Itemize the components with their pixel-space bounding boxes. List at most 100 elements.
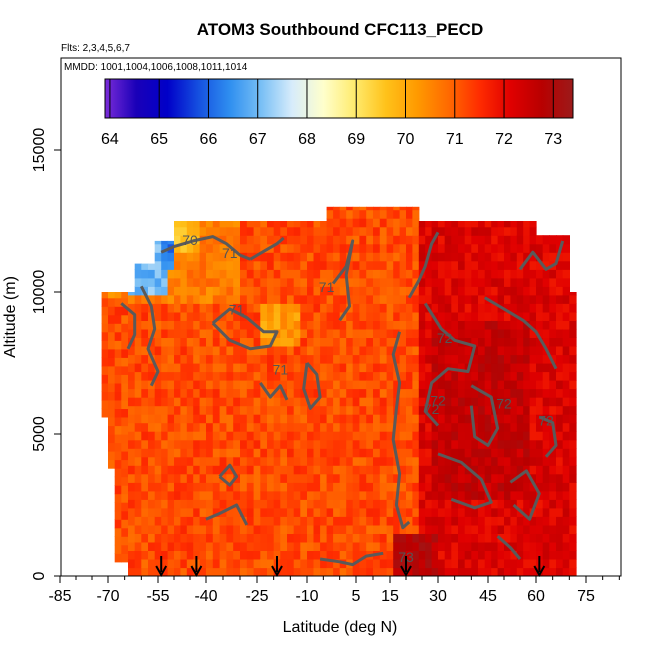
heatmap-cell <box>206 235 214 245</box>
heatmap-cell <box>352 209 360 219</box>
heatmap-cell <box>273 252 281 262</box>
heatmap-cell <box>418 550 426 560</box>
heatmap-cell <box>180 567 188 576</box>
heatmap-cell <box>161 269 169 279</box>
heatmap-cell <box>438 422 446 432</box>
heatmap-cell <box>393 533 401 543</box>
heatmap-cell <box>562 252 570 262</box>
heatmap-cell <box>260 507 268 517</box>
heatmap-cell <box>556 303 564 313</box>
heatmap-cell <box>180 473 188 483</box>
heatmap-cell <box>484 286 492 296</box>
heatmap-cell <box>174 354 181 364</box>
heatmap-cell <box>478 414 486 424</box>
heatmap-cell <box>167 448 175 458</box>
heatmap-cell <box>458 524 466 534</box>
heatmap-cell <box>444 286 452 296</box>
heatmap-cell <box>556 507 564 517</box>
heatmap-cell <box>233 320 241 330</box>
colorbar-tick-label: 70 <box>397 131 415 148</box>
heatmap-cell <box>141 482 149 492</box>
heatmap-cell <box>167 397 175 407</box>
heatmap-cell <box>504 431 511 441</box>
heatmap-cell <box>549 363 557 373</box>
heatmap-cell <box>523 286 531 296</box>
heatmap-cell <box>438 294 446 304</box>
heatmap-cell <box>253 226 261 236</box>
heatmap-cell <box>366 448 374 458</box>
heatmap-cell <box>339 269 347 279</box>
heatmap-cell <box>154 346 162 356</box>
heatmap-cell <box>516 516 524 526</box>
heatmap-cell <box>287 533 295 543</box>
heatmap-cell <box>333 226 341 236</box>
heatmap-cell <box>199 559 207 569</box>
heatmap-cell <box>549 533 557 543</box>
heatmap-cell <box>246 473 255 483</box>
heatmap-cell <box>307 380 315 390</box>
heatmap-cell <box>346 541 354 551</box>
heatmap-cell <box>458 277 466 287</box>
heatmap-cell <box>226 221 234 228</box>
heatmap-cell <box>280 533 288 543</box>
heatmap-cell <box>219 397 227 407</box>
heatmap-cell <box>154 243 162 253</box>
heatmap-cell <box>134 541 142 551</box>
heatmap-cell <box>510 405 518 415</box>
heatmap-cell <box>174 473 181 483</box>
heatmap-cell <box>326 286 334 296</box>
heatmap-cell <box>504 550 511 560</box>
heatmap-cell <box>542 567 550 576</box>
heatmap-cell <box>386 559 394 569</box>
heatmap-cell <box>233 294 241 304</box>
heatmap-cell <box>293 550 301 560</box>
heatmap-cell <box>491 482 499 492</box>
heatmap-cell <box>569 397 577 407</box>
heatmap-cell <box>267 346 275 356</box>
heatmap-cell <box>464 405 472 415</box>
heatmap-cell <box>212 541 221 551</box>
heatmap-cell <box>379 218 388 228</box>
heatmap-cell <box>529 294 537 304</box>
heatmap-cell <box>293 490 301 500</box>
heatmap-cell <box>510 422 518 432</box>
heatmap-cell <box>425 499 433 509</box>
heatmap-cell <box>240 294 248 304</box>
heatmap-cell <box>346 422 354 432</box>
heatmap-cell <box>523 524 531 534</box>
heatmap-cell <box>451 541 459 551</box>
heatmap-cell <box>114 527 122 537</box>
heatmap-cell <box>379 260 388 270</box>
heatmap-cell <box>199 490 207 500</box>
heatmap-cell <box>359 397 367 407</box>
heatmap-cell <box>246 371 255 381</box>
heatmap-cell <box>226 490 234 500</box>
heatmap-cell <box>549 303 557 313</box>
heatmap-cell <box>393 320 401 330</box>
heatmap-cell <box>438 465 446 475</box>
heatmap-cell <box>167 380 175 390</box>
heatmap-cell <box>523 363 531 373</box>
heatmap-cell <box>504 311 511 321</box>
heatmap-cell <box>451 354 459 364</box>
heatmap-cell <box>253 388 261 398</box>
heatmap-cell <box>346 431 354 441</box>
heatmap-cell <box>240 346 248 356</box>
heatmap-cell <box>267 235 275 245</box>
heatmap-cell <box>233 303 241 313</box>
heatmap-cell <box>510 337 518 347</box>
heatmap-cell <box>366 286 374 296</box>
heatmap-cell <box>233 507 241 517</box>
heatmap-cell <box>300 516 308 526</box>
heatmap-cell <box>569 422 577 432</box>
heatmap-cell <box>199 456 207 466</box>
heatmap-cell <box>393 541 401 551</box>
heatmap-cell <box>293 473 301 483</box>
heatmap-cell <box>226 473 234 483</box>
profile-arrow-head <box>533 565 546 578</box>
heatmap-cell <box>267 422 275 432</box>
heatmap-cell <box>134 431 142 441</box>
heatmap-cell <box>373 328 381 338</box>
heatmap-cell <box>458 550 466 560</box>
heatmap-cell <box>516 541 524 551</box>
